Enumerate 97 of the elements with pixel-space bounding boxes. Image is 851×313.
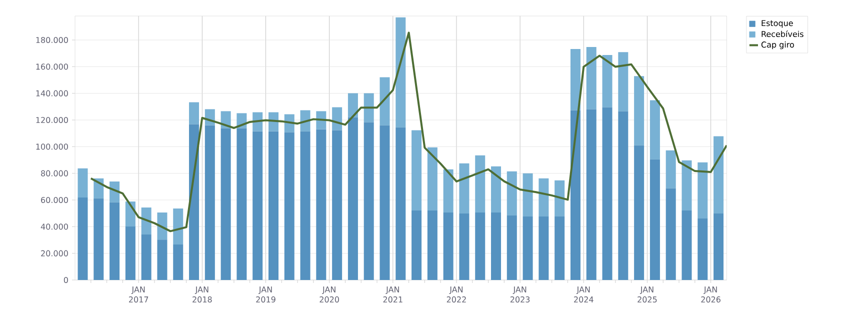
y-tick-label: 20.000 [41, 250, 68, 256]
x-tick-label: JAN 2025 [638, 286, 657, 302]
bar [682, 160, 692, 211]
bar [396, 17, 406, 128]
bar [220, 128, 231, 280]
bar [714, 213, 724, 280]
bar [459, 213, 470, 280]
x-tick-label: JAN 2021 [383, 286, 402, 302]
bar [714, 136, 724, 214]
bar [189, 102, 200, 124]
bar [332, 130, 342, 280]
bar [506, 215, 517, 280]
x-tick-label: JAN 2018 [192, 286, 212, 302]
y-tick-label: 60.000 [41, 196, 68, 204]
bar [586, 47, 596, 110]
bar [634, 145, 644, 280]
bar [522, 173, 533, 217]
bar [538, 178, 549, 217]
bar [348, 93, 358, 118]
bar [332, 107, 342, 130]
bar [78, 168, 88, 198]
y-tick-label: 80.000 [41, 170, 68, 176]
bar [252, 131, 263, 280]
y-tick-label: 120.000 [36, 116, 68, 124]
bar [618, 111, 628, 280]
bar [538, 216, 549, 280]
bar [618, 52, 628, 112]
y-tick-label: 140.000 [36, 90, 68, 96]
x-tick-label: JAN 2020 [320, 286, 339, 302]
y-tick-label: 0 [64, 276, 68, 284]
bar [427, 147, 438, 211]
x-tick-label: JAN 2019 [256, 286, 276, 302]
bar [157, 240, 168, 280]
x-tick-label: JAN 2026 [701, 286, 720, 302]
bar [141, 207, 152, 235]
bar [173, 208, 184, 245]
bar [364, 122, 374, 280]
x-tick-label: JAN 2017 [129, 286, 148, 302]
bar [554, 180, 565, 217]
bar [443, 212, 454, 280]
bar [78, 197, 88, 280]
bar [475, 212, 486, 280]
bar [348, 117, 358, 280]
y-tick-label: 100.000 [36, 144, 68, 150]
bar [236, 128, 247, 280]
bar [602, 107, 612, 280]
bar [364, 93, 374, 122]
x-tick-label: JAN 2024 [574, 286, 594, 302]
bar [682, 210, 692, 280]
bar [666, 188, 676, 280]
bar [412, 210, 422, 280]
bar [380, 77, 390, 126]
bar [268, 131, 278, 280]
legend-label: Estoque [762, 20, 793, 28]
bar [666, 150, 676, 188]
bar [491, 166, 502, 213]
bar [650, 100, 660, 160]
bar [300, 110, 310, 132]
bar [110, 202, 120, 280]
bar [650, 159, 660, 280]
bar [570, 49, 580, 110]
y-tick-label: 160.000 [36, 64, 68, 70]
x-tick-label: JAN 2023 [510, 286, 530, 302]
bar [698, 162, 708, 219]
bar [491, 212, 502, 280]
bar [157, 212, 168, 240]
legend-label: Cap giro [761, 41, 794, 50]
bar [427, 210, 438, 280]
bar [698, 218, 708, 280]
bar [141, 234, 152, 280]
bar [602, 55, 612, 108]
legend-label: Recebíveis [762, 30, 804, 38]
y-tick-label: 180.000 [36, 36, 68, 44]
y-tick-label: 40.000 [40, 224, 68, 230]
bar [173, 244, 184, 280]
bar [570, 110, 580, 280]
bar [459, 163, 470, 214]
bar [125, 226, 136, 280]
bar [586, 109, 596, 280]
bar [110, 181, 120, 202]
bar [522, 216, 533, 280]
bar [396, 127, 406, 280]
line-series [90, 32, 727, 232]
bar [412, 130, 422, 211]
bar [506, 171, 517, 216]
bar [316, 129, 326, 280]
bar [443, 169, 454, 213]
bar [300, 131, 310, 280]
bar [634, 76, 644, 146]
bar [189, 124, 200, 280]
x-tick-label: JAN 2022 [446, 286, 466, 302]
bar [380, 125, 390, 280]
bar [284, 132, 294, 280]
bar [204, 125, 215, 280]
bar [475, 155, 486, 213]
bar [554, 216, 565, 280]
bar [94, 198, 104, 280]
